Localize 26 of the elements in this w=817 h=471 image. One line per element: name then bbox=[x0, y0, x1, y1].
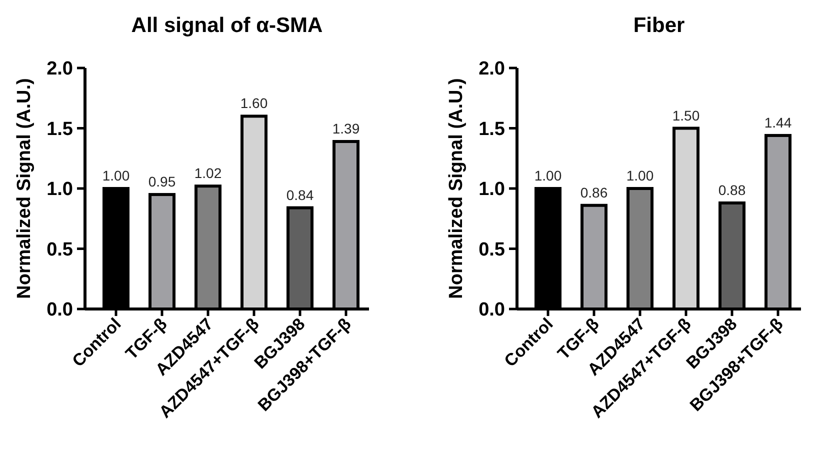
chart-title: All signal of α-SMA bbox=[131, 14, 323, 37]
data-label: 1.02 bbox=[194, 165, 222, 182]
y-tick-label: 2.0 bbox=[46, 58, 73, 80]
y-axis-title: Normalized Signal (A.U.) bbox=[446, 78, 467, 299]
data-label: 0.86 bbox=[580, 184, 608, 200]
y-tick-label: 0.5 bbox=[478, 239, 506, 260]
data-label: 1.44 bbox=[764, 114, 792, 130]
data-label: 1.00 bbox=[102, 168, 130, 184]
y-tick-label: 1.5 bbox=[478, 118, 506, 140]
y-axis-title: Normalized Signal (A.U.) bbox=[14, 78, 35, 299]
data-label: 1.00 bbox=[626, 168, 654, 184]
y-tick-label: 1.0 bbox=[478, 179, 505, 200]
data-label: 1.60 bbox=[240, 95, 268, 112]
data-label: 1.00 bbox=[534, 168, 562, 184]
y-tick-label: 1.0 bbox=[46, 179, 73, 200]
data-label: 1.50 bbox=[672, 107, 700, 124]
y-tick-label: 0.0 bbox=[478, 300, 505, 321]
y-tick-label: 0.0 bbox=[46, 300, 73, 321]
chart-title: Fiber bbox=[633, 14, 685, 37]
y-tick-label: 2.0 bbox=[478, 58, 505, 80]
y-tick-label: 0.5 bbox=[46, 239, 74, 260]
data-label: 1.39 bbox=[332, 120, 360, 137]
y-tick-label: 1.5 bbox=[46, 118, 74, 140]
data-label: 0.88 bbox=[718, 182, 746, 198]
data-label: 0.84 bbox=[286, 186, 314, 203]
data-label: 0.95 bbox=[148, 174, 176, 190]
